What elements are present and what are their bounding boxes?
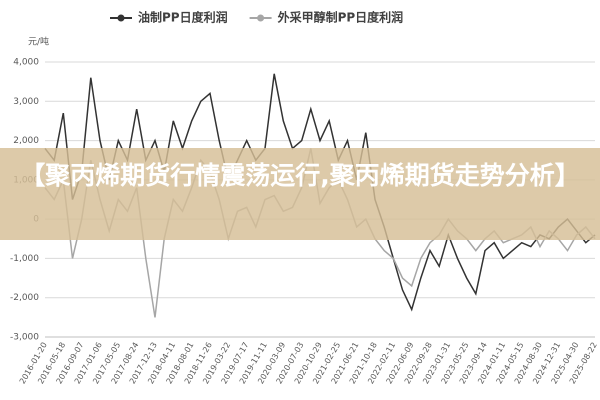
series-line	[44, 73, 596, 312]
y-tick-label: 3,000	[13, 97, 39, 107]
y-tick-label: 4,000	[13, 58, 39, 68]
y-axis-label: 元/吨	[28, 36, 49, 48]
legend-label: 外采甲醇制PP日度利润	[278, 10, 404, 25]
y-tick-label: -1,000	[10, 254, 39, 264]
y-tick-label: -3,000	[10, 333, 39, 343]
y-tick-label: 2,000	[13, 136, 39, 146]
banner: 【聚丙烯期货行情震荡运行,聚丙烯期货走势分析】	[0, 148, 600, 240]
legend-marker	[117, 14, 125, 22]
legend-label: 油制PP日度利润	[138, 10, 228, 25]
legend-marker	[257, 14, 265, 22]
y-tick-label: -2,000	[10, 293, 39, 303]
